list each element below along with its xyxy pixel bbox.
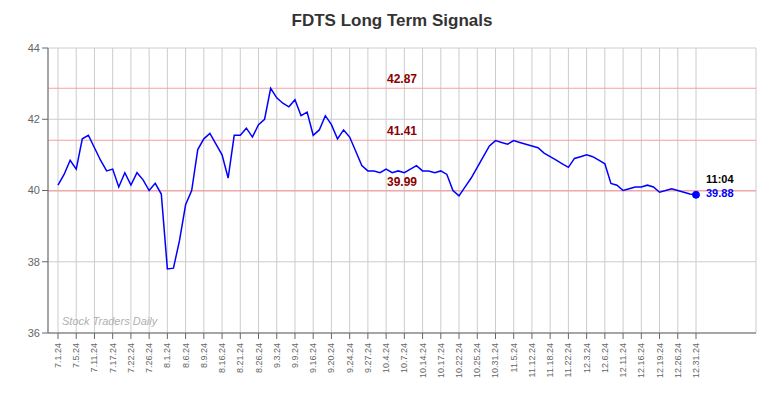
svg-text:42.87: 42.87 — [387, 72, 417, 86]
svg-text:11.18.24: 11.18.24 — [545, 343, 555, 377]
svg-text:39.99: 39.99 — [387, 175, 417, 189]
svg-text:36: 36 — [28, 327, 40, 339]
svg-text:8.1.24: 8.1.24 — [162, 343, 172, 368]
html-text:Stock Traders Daily: Stock Traders Daily — [62, 315, 158, 327]
svg-text:11.12.24: 11.12.24 — [527, 343, 537, 377]
svg-text:10.4.24: 10.4.24 — [381, 343, 391, 373]
svg-text:9.3.24: 9.3.24 — [272, 343, 282, 368]
svg-text:12.6.24: 12.6.24 — [600, 343, 610, 373]
svg-text:10.7.24: 10.7.24 — [399, 343, 409, 373]
svg-text:44: 44 — [28, 42, 40, 54]
svg-text:10.31.24: 10.31.24 — [490, 343, 500, 378]
svg-text:11:04: 11:04 — [706, 173, 734, 185]
svg-text:10.22.24: 10.22.24 — [454, 343, 464, 378]
svg-text:9.9.24: 9.9.24 — [290, 343, 300, 368]
svg-text:12.16.24: 12.16.24 — [636, 343, 646, 378]
svg-text:7.5.24: 7.5.24 — [71, 343, 81, 368]
svg-text:9.16.24: 9.16.24 — [308, 343, 318, 373]
svg-text:7.26.24: 7.26.24 — [144, 343, 154, 373]
svg-text:7.11.24: 7.11.24 — [89, 343, 99, 372]
svg-text:11.22.24: 11.22.24 — [563, 343, 573, 377]
svg-text:9.20.24: 9.20.24 — [326, 343, 336, 373]
svg-text:12.26.24: 12.26.24 — [673, 343, 683, 378]
svg-text:8.6.24: 8.6.24 — [181, 343, 191, 368]
svg-text:9.27.24: 9.27.24 — [363, 343, 373, 373]
svg-text:10.14.24: 10.14.24 — [418, 343, 428, 378]
svg-text:41.41: 41.41 — [387, 124, 417, 138]
svg-text:10.25.24: 10.25.24 — [472, 343, 482, 378]
svg-text:8.26.24: 8.26.24 — [254, 343, 264, 373]
svg-text:10.17.24: 10.17.24 — [436, 343, 446, 378]
svg-text:39.88: 39.88 — [706, 187, 734, 199]
svg-text:12.19.24: 12.19.24 — [655, 343, 665, 378]
html-text:FDTS Long Term Signals: FDTS Long Term Signals — [291, 11, 493, 30]
svg-text:8.21.24: 8.21.24 — [235, 343, 245, 373]
svg-text:12.11.24: 12.11.24 — [618, 343, 628, 377]
svg-text:7.17.24: 7.17.24 — [108, 343, 118, 373]
svg-text:40: 40 — [28, 184, 40, 196]
svg-text:38: 38 — [28, 256, 40, 268]
svg-text:12.3.24: 12.3.24 — [582, 343, 592, 373]
svg-text:11.5.24: 11.5.24 — [509, 343, 519, 372]
svg-text:42: 42 — [28, 113, 40, 125]
svg-text:8.16.24: 8.16.24 — [217, 343, 227, 373]
svg-text:7.22.24: 7.22.24 — [126, 343, 136, 373]
svg-text:12.31.24: 12.31.24 — [691, 343, 701, 378]
svg-text:9.24.24: 9.24.24 — [345, 343, 355, 373]
svg-text:7.1.24: 7.1.24 — [53, 343, 63, 368]
svg-text:8.9.24: 8.9.24 — [199, 343, 209, 368]
